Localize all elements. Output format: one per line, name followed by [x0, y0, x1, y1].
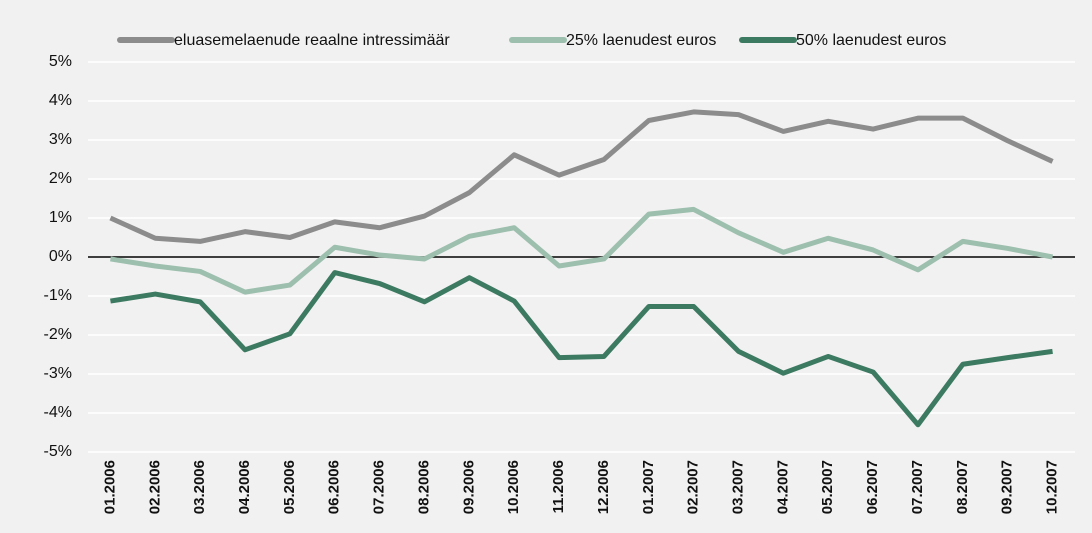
x-tick-label: 08.2006	[415, 460, 432, 514]
x-tick-label: 01.2007	[640, 460, 657, 514]
x-tick-label: 01.2006	[101, 460, 118, 514]
x-tick-label: 10.2006	[505, 460, 522, 514]
y-tick-label: -3%	[44, 365, 72, 382]
x-tick-label: 11.2006	[550, 460, 567, 513]
x-tick-label: 09.2006	[460, 460, 477, 514]
x-tick-label: 04.2007	[774, 460, 791, 514]
y-tick-label: 0%	[49, 248, 72, 265]
x-tick-label: 05.2007	[819, 460, 836, 514]
legend-label: 25% laenudest euros	[566, 32, 716, 49]
y-tick-label: -1%	[44, 287, 72, 304]
x-tick-label: 12.2006	[595, 460, 612, 514]
y-tick-label: 4%	[49, 92, 72, 109]
x-tick-label: 03.2006	[191, 460, 208, 514]
y-tick-label: 3%	[49, 131, 72, 148]
x-tick-label: 06.2007	[864, 460, 881, 514]
y-tick-label: 2%	[49, 170, 72, 187]
y-tick-label: -4%	[44, 404, 72, 421]
legend-label: 50% laenudest euros	[796, 32, 946, 49]
line-series	[109, 109, 1054, 244]
x-tick-label: 06.2006	[326, 460, 343, 514]
y-tick-label: -5%	[44, 443, 72, 460]
x-tick-label: 05.2006	[281, 460, 298, 514]
y-tick-label: -2%	[44, 326, 72, 343]
x-tick-label: 04.2006	[236, 460, 253, 514]
x-tick-label: 10.2007	[1044, 460, 1061, 514]
x-tick-label: 07.2006	[371, 460, 388, 514]
line-series	[110, 270, 1053, 428]
line-series	[110, 206, 1054, 295]
x-tick-label: 08.2007	[954, 460, 971, 514]
x-tick-label: 02.2007	[685, 460, 702, 514]
legend-label: eluasemelaenude reaalne intressimäär	[174, 32, 450, 49]
x-tick-label: 09.2007	[999, 460, 1016, 514]
x-tick-label: 07.2007	[909, 460, 926, 514]
x-tick-label: 03.2007	[729, 460, 746, 514]
y-tick-label: 5%	[49, 53, 72, 70]
y-tick-label: 1%	[49, 209, 72, 226]
x-tick-label: 02.2006	[146, 460, 163, 514]
